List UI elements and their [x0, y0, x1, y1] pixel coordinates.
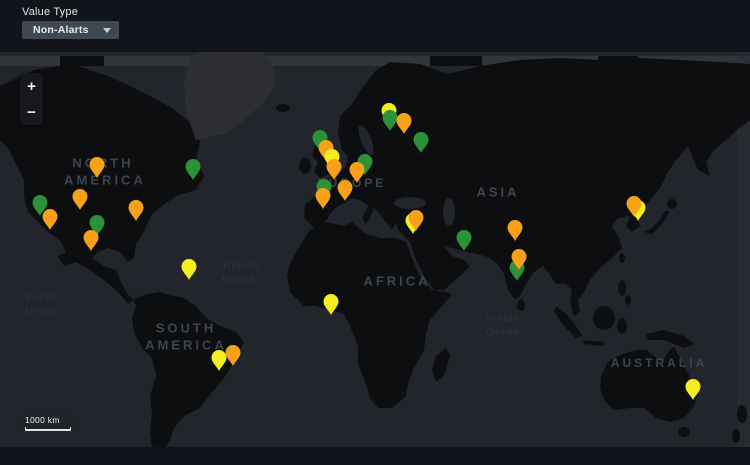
zoom-control: + −: [20, 73, 43, 125]
island-new-zealand-south: [732, 429, 740, 443]
map-pin-yellow[interactable]: [321, 293, 341, 317]
map-pin-green[interactable]: [30, 194, 50, 218]
continent-north-america: [0, 64, 204, 304]
map-pin-green[interactable]: [355, 153, 375, 177]
map-pin-orange[interactable]: [70, 188, 90, 212]
island-madagascar: [432, 348, 450, 382]
zoom-out-button[interactable]: −: [27, 103, 36, 121]
island-philippines: [618, 280, 626, 296]
bottom-panel: [0, 447, 750, 465]
map-pin-orange[interactable]: [335, 179, 355, 203]
map-pin-green[interactable]: [310, 129, 330, 153]
map-pin-orange[interactable]: [347, 161, 367, 185]
map-pin-yellow[interactable]: [179, 258, 199, 282]
map-pin-orange[interactable]: [126, 199, 146, 223]
map-pin-orange[interactable]: [509, 248, 529, 272]
arctic-band: [0, 56, 750, 66]
map-pin-orange[interactable]: [505, 219, 525, 243]
map-pin-orange[interactable]: [394, 112, 414, 136]
map-pin-green[interactable]: [411, 131, 431, 155]
map-pin-orange[interactable]: [316, 139, 336, 163]
island-greenland: [184, 52, 276, 140]
map-pin-orange[interactable]: [87, 156, 107, 180]
island-taiwan: [619, 253, 625, 263]
island-sulawesi: [617, 318, 627, 334]
continent-south-america: [132, 292, 244, 447]
map-edge-strip: [737, 52, 750, 447]
map-pin-green[interactable]: [183, 158, 203, 182]
island-java: [582, 340, 604, 346]
map-pin-orange[interactable]: [624, 195, 644, 219]
chevron-down-icon: [103, 27, 111, 33]
map-pin-orange[interactable]: [223, 344, 243, 368]
value-type-selected: Non-Alarts: [33, 24, 89, 36]
map-scale: 1000 km: [20, 413, 76, 431]
pins-layer: [0, 52, 750, 447]
continent-australia: [600, 346, 698, 422]
map-pin-orange[interactable]: [40, 208, 60, 232]
island-japan: [644, 210, 670, 234]
top-panel: Value Type Non-Alarts: [0, 0, 750, 52]
continent-africa: [287, 222, 452, 408]
island-sri-lanka: [517, 299, 525, 311]
island-new-zealand: [737, 405, 747, 423]
island-borneo: [593, 306, 615, 330]
map-pin-yellow[interactable]: [683, 378, 703, 402]
island-new-guinea: [646, 330, 694, 348]
value-type-dropdown[interactable]: Non-Alarts: [22, 21, 119, 39]
map-pin-yellow[interactable]: [209, 349, 229, 373]
map-pin-orange[interactable]: [313, 187, 333, 211]
island-tasmania: [678, 427, 690, 437]
island-iceland: [276, 104, 290, 112]
map-pin-orange[interactable]: [324, 158, 344, 182]
world-map[interactable]: NORTHAMERICASOUTHAMERICAEUROPEAFRICAASIA…: [0, 52, 750, 447]
island-sumatra: [554, 306, 582, 338]
value-type-label: Value Type: [22, 6, 79, 18]
continent-eurasia: [304, 58, 750, 316]
caspian-sea: [443, 198, 455, 226]
map-pin-green[interactable]: [380, 109, 400, 133]
map-pin-green[interactable]: [87, 214, 107, 238]
island-ireland: [299, 158, 311, 174]
map-continents: [0, 52, 750, 447]
zoom-in-button[interactable]: +: [27, 77, 36, 95]
baltic-sea: [358, 125, 374, 155]
scale-bar: [25, 427, 71, 431]
scale-label: 1000 km: [25, 415, 60, 425]
map-pin-green[interactable]: [454, 229, 474, 253]
island-hokkaido: [667, 199, 677, 209]
black-sea: [394, 197, 426, 209]
map-pin-orange[interactable]: [406, 209, 426, 233]
island-philippines-2: [625, 295, 631, 305]
map-pin-orange[interactable]: [81, 229, 101, 253]
